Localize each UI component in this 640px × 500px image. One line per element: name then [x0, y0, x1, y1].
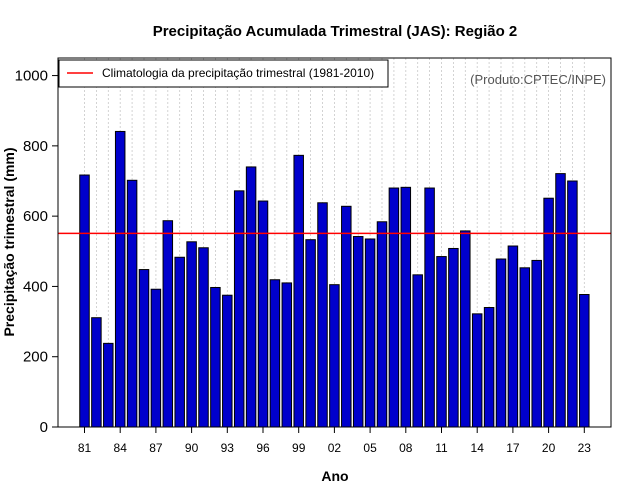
- bar-04: [352, 236, 364, 428]
- x-tick-label: 87: [149, 441, 163, 455]
- x-tick-label: 84: [114, 441, 128, 455]
- bar-03: [341, 205, 352, 428]
- bar-15: [483, 307, 495, 428]
- bar-08: [400, 186, 412, 428]
- x-tick-label: 93: [221, 441, 235, 455]
- bar-23: [579, 294, 590, 428]
- bar-19: [531, 259, 542, 428]
- x-tick-label: 02: [328, 441, 342, 455]
- y-axis: 0 200 400 600 800 1000: [15, 68, 58, 436]
- bar-10: [424, 187, 435, 428]
- bar-90: [186, 241, 197, 428]
- y-tick-label: 600: [23, 208, 48, 225]
- x-tick-label: 20: [542, 441, 556, 455]
- bar-22: [567, 180, 578, 428]
- bar-20: [543, 197, 554, 428]
- bar-16: [495, 258, 507, 428]
- x-tick-label: 99: [292, 441, 306, 455]
- bar-12: [448, 247, 459, 428]
- x-tick-label: 08: [399, 441, 413, 455]
- legend-box: [58, 59, 389, 88]
- bar-89: [174, 256, 185, 428]
- bar-series: [79, 130, 590, 428]
- x-tick-label: 90: [185, 441, 199, 455]
- bar-07: [388, 187, 400, 428]
- legend: Climatologia da precipitação trimestral …: [58, 59, 389, 88]
- bar-02: [329, 284, 340, 428]
- bar-13: [460, 230, 471, 428]
- x-tick-label: 11: [435, 441, 448, 455]
- bar-81: [79, 174, 90, 428]
- x-tick-label: 17: [506, 441, 520, 455]
- bar-87: [150, 288, 162, 428]
- bar-01: [317, 202, 328, 428]
- bar-83: [103, 342, 114, 428]
- bar-91: [198, 247, 209, 428]
- bar-14: [471, 313, 483, 428]
- source-note: (Produto:CPTEC/INPE): [470, 72, 606, 87]
- bar-97: [269, 279, 281, 428]
- bar-82: [91, 317, 102, 428]
- bar-06: [376, 221, 388, 428]
- y-tick-label: 1000: [15, 68, 48, 85]
- bar-92: [210, 286, 221, 428]
- x-axis: 81 84 87 90 93 96 99 02 05 08 11 14 17 20 23: [78, 427, 591, 455]
- legend-label: Climatologia da precipitação trimestral …: [102, 66, 374, 80]
- bar-98: [281, 282, 293, 428]
- bar-94: [233, 190, 245, 428]
- bar-05: [364, 238, 376, 428]
- bar-00: [305, 239, 316, 428]
- bar-84: [114, 130, 126, 428]
- bar-11: [436, 256, 447, 428]
- x-tick-label: 81: [78, 441, 92, 455]
- bar-95: [245, 166, 257, 428]
- y-tick-label: 200: [23, 349, 48, 366]
- bar-18: [519, 267, 531, 428]
- x-tick-label: 23: [578, 441, 592, 455]
- bar-17: [507, 245, 519, 428]
- x-tick-label: 96: [256, 441, 270, 455]
- bar-88: [162, 220, 174, 428]
- y-tick-label: 800: [23, 138, 48, 155]
- bar-21: [555, 173, 566, 428]
- chart-title: Precipitação Acumulada Trimestral (JAS):…: [153, 23, 518, 40]
- bar-86: [138, 269, 150, 428]
- y-tick-label: 400: [23, 278, 48, 295]
- x-tick-label: 05: [363, 441, 377, 455]
- bar-99: [293, 154, 304, 428]
- x-tick-label: 14: [471, 441, 485, 455]
- y-tick-label: 0: [40, 419, 48, 436]
- bar-85: [126, 179, 138, 428]
- y-axis-label: Precipitação trimestral (mm): [1, 147, 17, 336]
- x-axis-label: Ano: [321, 468, 348, 484]
- bar-96: [257, 200, 269, 428]
- bar-09: [412, 274, 423, 428]
- bar-93: [222, 294, 233, 428]
